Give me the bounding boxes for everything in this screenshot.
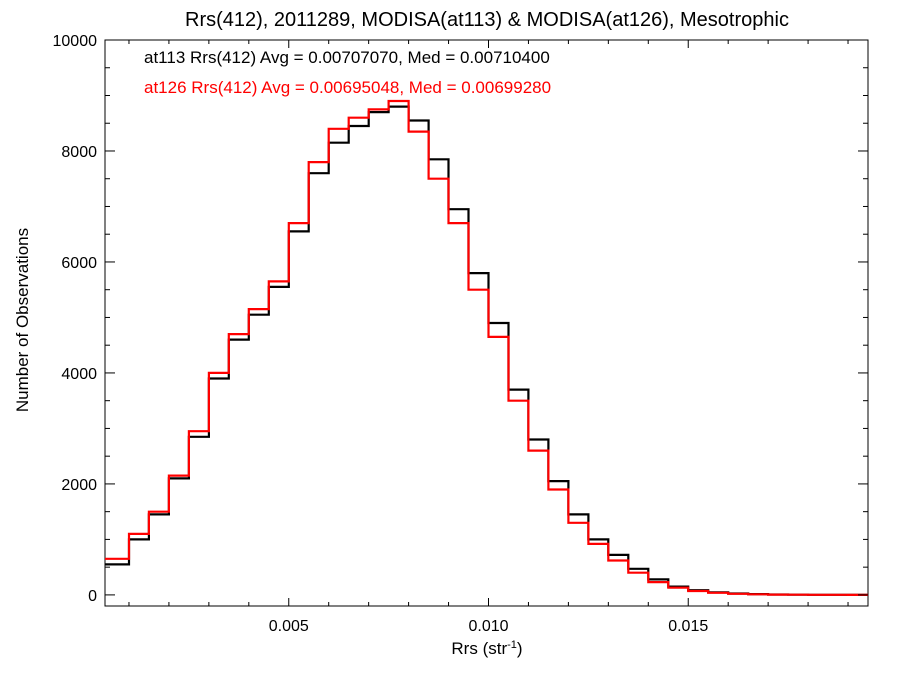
- chart-title: Rrs(412), 2011289, MODISA(at113) & MODIS…: [185, 9, 789, 31]
- plot-area: [104, 39, 869, 607]
- x-tick-label: 0.015: [668, 618, 708, 635]
- x-axis: 0.005 0.010 0.015: [128, 40, 849, 635]
- y-tick-label: 0: [88, 588, 97, 605]
- x-tick-label: 0.005: [269, 618, 309, 635]
- plot-frame: [104, 39, 869, 607]
- stats-annotation-2: at126 Rrs(412) Avg = 0.00695048, Med = 0…: [144, 78, 551, 97]
- x-axis-title-end: ): [517, 639, 523, 658]
- x-axis-title: Rrs (str-1): [451, 639, 522, 658]
- stats-annotations: at113 Rrs(412) Avg = 0.00707070, Med = 0…: [144, 48, 551, 97]
- y-tick-label: 10000: [53, 33, 98, 50]
- x-axis-title-main: Rrs (str: [451, 639, 507, 658]
- x-axis-title-superscript: -1: [507, 639, 517, 651]
- series-line-at126: [105, 99, 868, 596]
- series-line-at113: [105, 105, 868, 596]
- y-axis-title: Number of Observations: [13, 228, 32, 412]
- series-layer: [105, 99, 868, 596]
- y-tick-label: 6000: [61, 255, 97, 272]
- stats-annotation-1: at113 Rrs(412) Avg = 0.00707070, Med = 0…: [144, 48, 550, 67]
- y-axis: 0 2000 4000 6000 8000 10000: [53, 33, 868, 605]
- y-tick-label: 4000: [61, 366, 97, 383]
- y-tick-label: 8000: [61, 144, 97, 161]
- x-tick-label: 0.010: [468, 618, 508, 635]
- y-tick-label: 2000: [61, 477, 97, 494]
